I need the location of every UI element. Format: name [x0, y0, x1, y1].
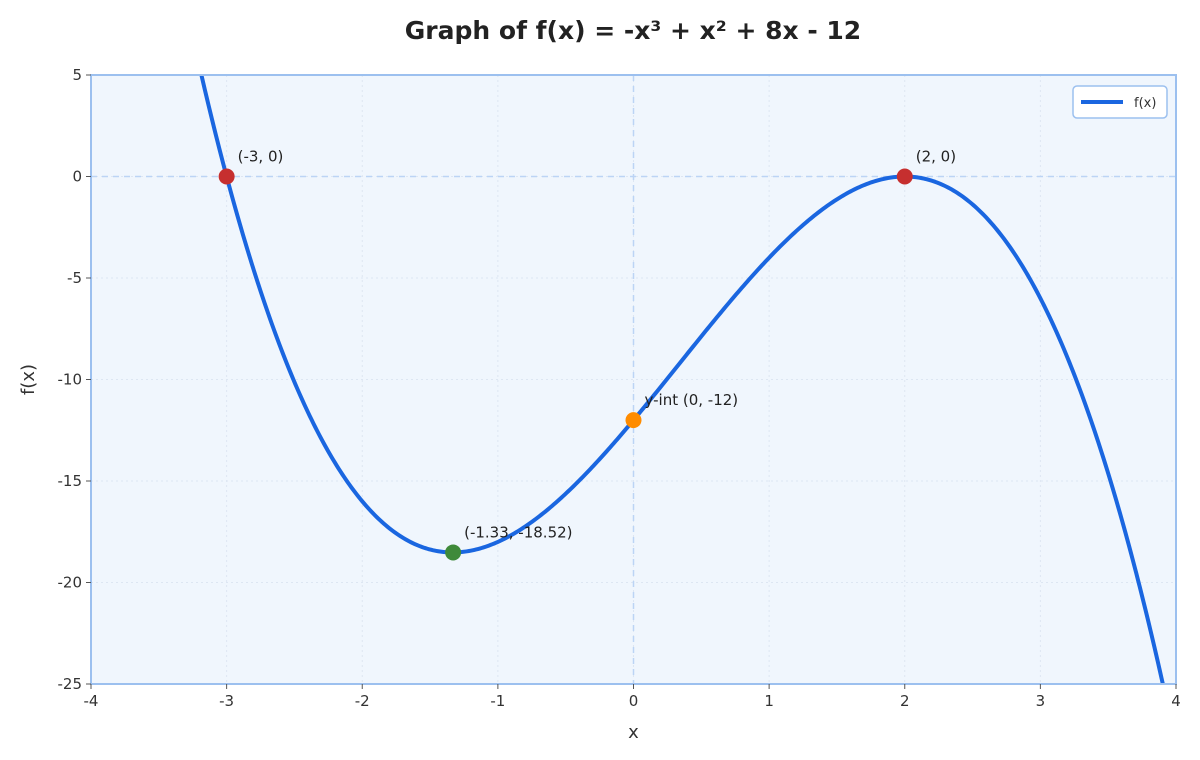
y-tick-label: 0: [72, 168, 82, 186]
point-annotation: (-3, 0): [238, 148, 284, 166]
data-point: [625, 412, 642, 429]
y-tick-label: -5: [67, 269, 82, 287]
x-tick-label: 0: [629, 692, 639, 710]
x-tick-label: -2: [355, 692, 370, 710]
reference-lines: [91, 75, 1176, 684]
chart-title: Graph of f(x) = -x³ + x² + 8x - 12: [405, 16, 861, 45]
x-axis-label: x: [628, 722, 639, 743]
legend: f(x): [1072, 85, 1168, 119]
y-tick-label: -20: [58, 574, 83, 592]
x-tick-label: 3: [1036, 692, 1046, 710]
x-tick-label: -4: [84, 692, 99, 710]
point-annotation: y-int (0, -12): [645, 391, 739, 409]
point-annotation: (-1.33, -18.52): [464, 523, 572, 541]
x-ticks: -4 -3 -2 -1 0 1 2 3 4: [84, 684, 1181, 710]
legend-label: f(x): [1134, 96, 1156, 111]
data-point: [218, 168, 235, 185]
y-tick-label: -10: [58, 371, 83, 389]
data-point: [445, 544, 462, 561]
points-layer: (-3, 0) (2, 0) (-1.33, -18.52) y-int (0, -1…: [218, 148, 956, 561]
y-tick-label: -25: [58, 675, 83, 693]
x-tick-label: 4: [1171, 692, 1181, 710]
x-tick-label: -1: [490, 692, 505, 710]
x-tick-label: 2: [900, 692, 910, 710]
y-tick-label: -15: [58, 472, 83, 490]
point-annotation: (2, 0): [916, 148, 956, 166]
x-tick-label: -3: [219, 692, 234, 710]
y-ticks: 5 0 -5 -10 -15 -20 -25: [58, 66, 91, 693]
data-point: [896, 168, 913, 185]
y-tick-label: 5: [72, 66, 82, 84]
x-tick-label: 1: [764, 692, 774, 710]
y-axis-label: f(x): [18, 364, 39, 395]
